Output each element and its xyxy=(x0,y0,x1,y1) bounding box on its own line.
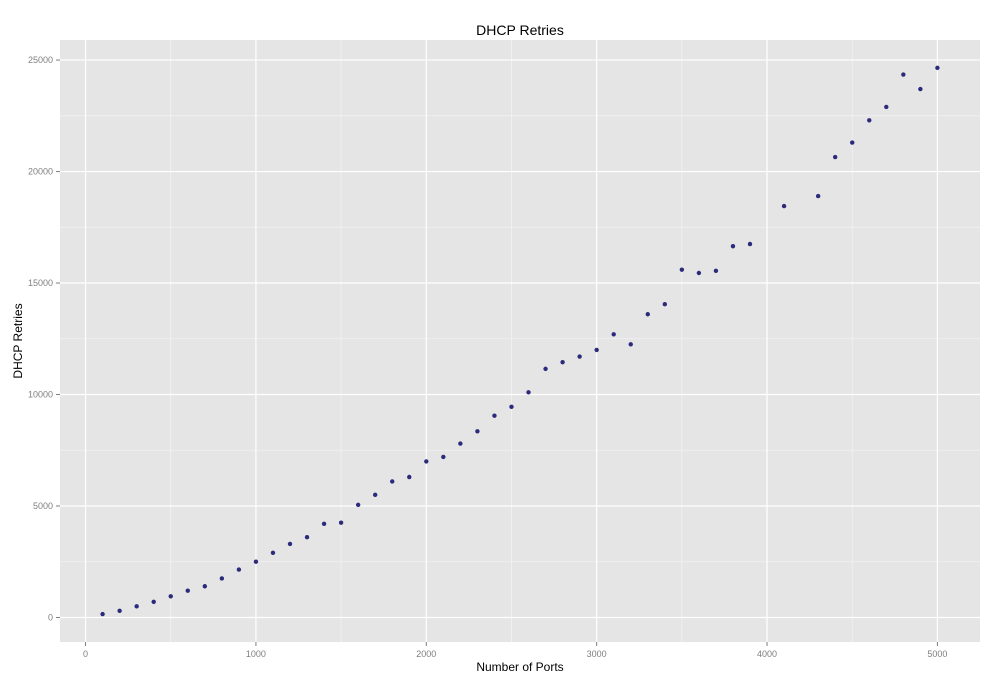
x-tick-label: 5000 xyxy=(927,649,947,659)
data-point xyxy=(168,594,173,599)
data-point xyxy=(645,312,650,317)
x-tick-label: 2000 xyxy=(416,649,436,659)
data-point xyxy=(185,588,190,593)
data-point xyxy=(815,193,821,199)
data-point xyxy=(526,390,531,395)
data-point xyxy=(713,268,719,273)
data-point xyxy=(151,599,156,605)
data-point xyxy=(696,270,702,276)
data-point xyxy=(100,611,105,617)
data-point xyxy=(747,241,753,247)
data-point xyxy=(236,567,242,572)
y-tick-label: 20000 xyxy=(28,167,53,177)
data-points xyxy=(100,65,940,617)
data-point xyxy=(867,118,872,123)
data-point xyxy=(628,342,633,347)
x-axis-label: Number of Ports xyxy=(476,660,563,674)
y-tick-label: 15000 xyxy=(28,278,53,288)
data-point xyxy=(253,559,259,564)
plot-panel xyxy=(60,40,980,642)
x-tick-label: 3000 xyxy=(587,649,607,659)
data-point xyxy=(832,154,838,160)
x-axis-ticks: 0 1000 2000 3000 4000 5000 xyxy=(83,642,947,659)
x-tick-label: 4000 xyxy=(757,649,777,659)
major-grid xyxy=(60,40,980,642)
data-point xyxy=(492,413,497,418)
data-point xyxy=(219,576,225,581)
x-tick-label: 1000 xyxy=(246,649,266,659)
y-tick-label: 0 xyxy=(48,612,53,622)
y-axis-ticks: 0 5000 10000 15000 20000 25000 xyxy=(28,55,60,622)
data-point xyxy=(117,608,122,613)
data-point xyxy=(679,267,685,272)
data-point xyxy=(390,479,395,484)
y-tick-label: 10000 xyxy=(28,390,53,400)
data-point xyxy=(577,354,582,359)
y-tick-label: 5000 xyxy=(33,501,53,511)
data-point xyxy=(850,140,855,145)
data-point xyxy=(304,535,310,540)
data-point xyxy=(441,454,446,460)
data-point xyxy=(321,521,327,527)
data-point xyxy=(338,520,344,525)
data-point xyxy=(884,104,889,110)
data-point xyxy=(355,502,361,508)
data-point xyxy=(287,541,293,547)
data-point xyxy=(458,441,463,446)
data-point xyxy=(509,404,514,409)
data-point xyxy=(560,359,565,365)
data-point xyxy=(611,332,616,337)
data-point xyxy=(594,347,599,353)
data-point xyxy=(475,429,480,434)
x-tick-label: 0 xyxy=(83,649,88,659)
data-point xyxy=(901,72,906,77)
data-point xyxy=(270,550,276,556)
minor-grid xyxy=(60,40,980,642)
data-point xyxy=(935,65,940,71)
data-point xyxy=(543,366,548,372)
data-point xyxy=(781,203,787,209)
y-tick-label: 25000 xyxy=(28,55,53,65)
y-axis-label: DHCP Retries xyxy=(11,303,25,378)
data-point xyxy=(202,584,208,589)
data-point xyxy=(407,474,412,480)
data-point xyxy=(424,459,429,464)
data-point xyxy=(918,86,923,92)
data-point xyxy=(662,302,668,307)
data-point xyxy=(372,492,378,498)
chart-title: DHCP Retries xyxy=(476,22,564,38)
data-point xyxy=(134,604,139,609)
data-point xyxy=(730,244,736,249)
